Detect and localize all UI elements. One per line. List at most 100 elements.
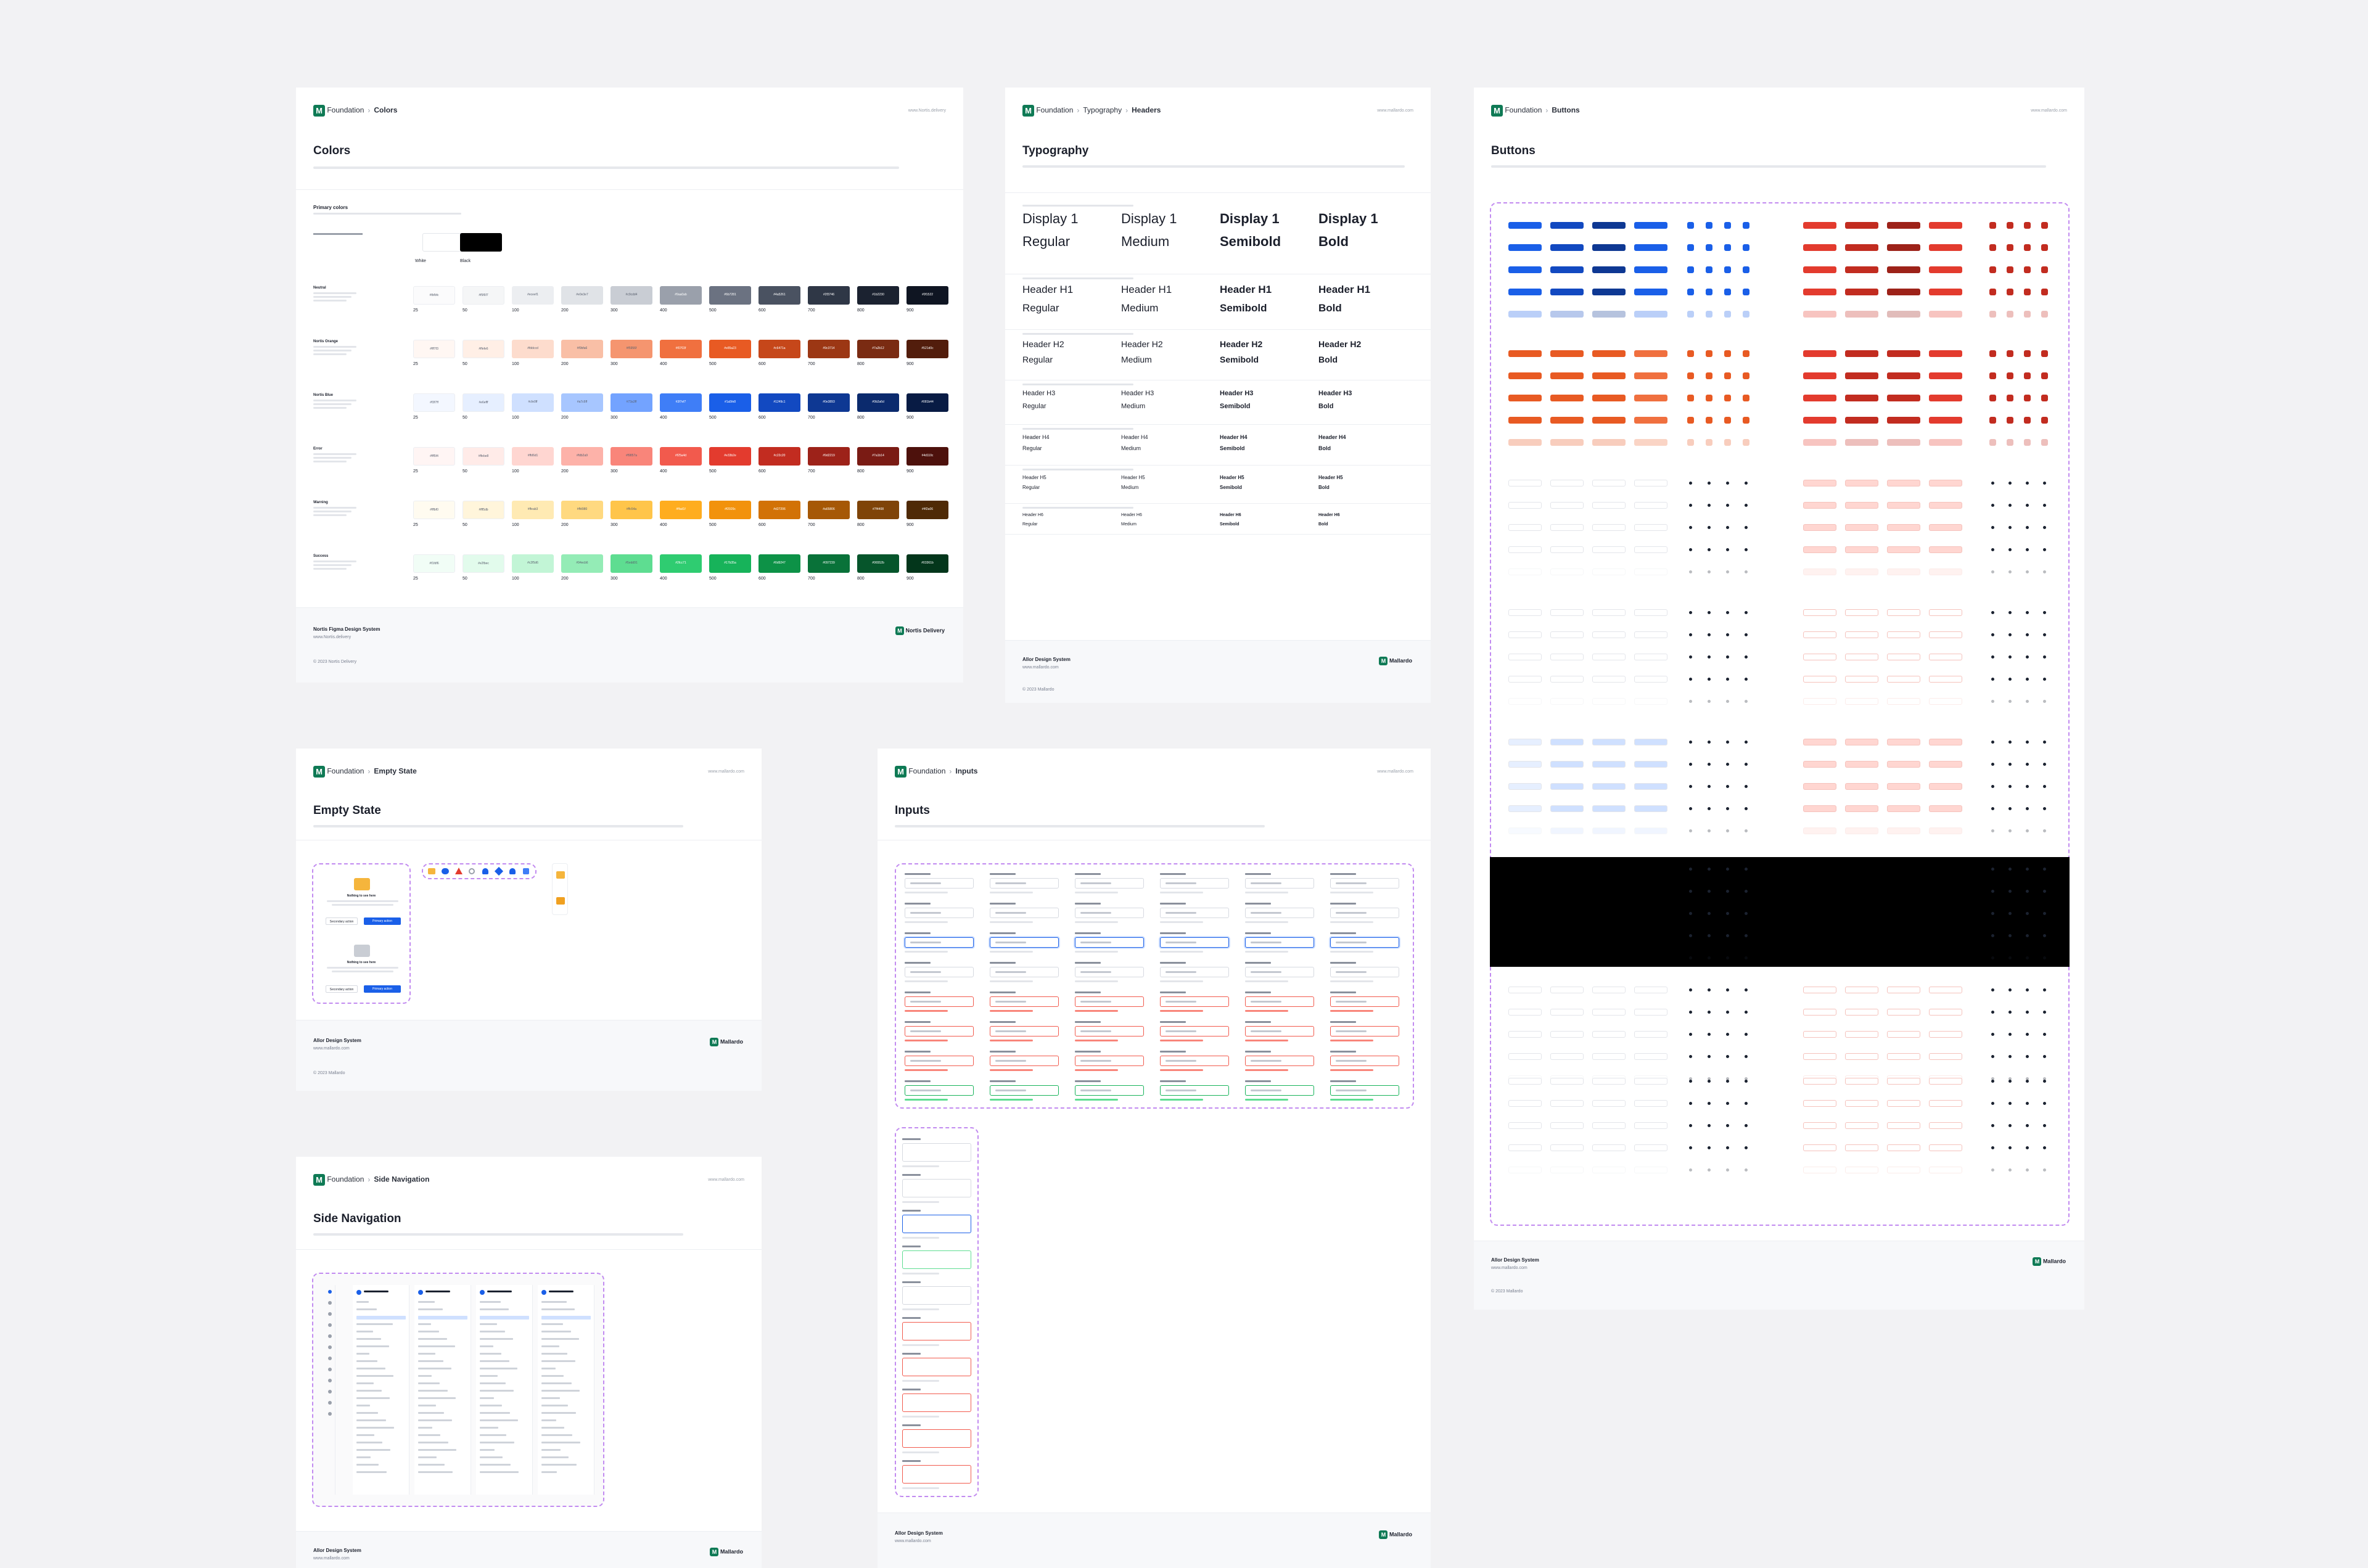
nav-item[interactable]: [480, 1301, 501, 1303]
danger-icon-button[interactable]: [1989, 569, 1996, 575]
danger-icon-button[interactable]: [2007, 866, 2013, 872]
color-swatch[interactable]: #f5f6f7: [462, 286, 504, 305]
danger-button-sample[interactable]: [1845, 1122, 1878, 1129]
danger-icon-button[interactable]: [2024, 244, 2031, 251]
textarea[interactable]: [902, 1215, 971, 1233]
danger-icon-button[interactable]: [2007, 654, 2013, 660]
button-sample[interactable]: [1634, 569, 1667, 575]
icon-button-sample[interactable]: [1687, 866, 1694, 872]
danger-icon-button[interactable]: [2007, 502, 2013, 509]
danger-icon-button[interactable]: [1989, 502, 1996, 509]
rail-icon[interactable]: [328, 1412, 332, 1416]
danger-button-sample[interactable]: [1803, 1009, 1836, 1016]
danger-icon-button[interactable]: [1989, 866, 1996, 872]
nav-item[interactable]: [480, 1427, 498, 1429]
icon-button-sample[interactable]: [1743, 395, 1749, 401]
text-input[interactable]: [905, 937, 974, 948]
nav-item[interactable]: [356, 1316, 406, 1320]
color-swatch[interactable]: #0e3893: [808, 393, 850, 412]
rail-icon[interactable]: [328, 1290, 332, 1294]
button-sample[interactable]: [1634, 311, 1667, 318]
color-swatch[interactable]: #4f2a06: [906, 501, 948, 519]
icon-button-sample[interactable]: [1706, 524, 1712, 531]
button-sample[interactable]: [1550, 698, 1584, 705]
button-sample[interactable]: [1550, 1031, 1584, 1038]
icon-button-sample[interactable]: [1687, 1053, 1694, 1060]
danger-icon-button[interactable]: [2007, 1053, 2013, 1060]
icon-button-sample[interactable]: [1687, 609, 1694, 616]
button-sample[interactable]: [1592, 569, 1626, 575]
button-sample[interactable]: [1592, 524, 1626, 531]
danger-button-sample[interactable]: [1929, 866, 1962, 872]
danger-button-sample[interactable]: [1887, 761, 1920, 768]
icon-button-sample[interactable]: [1687, 439, 1694, 446]
danger-icon-button[interactable]: [2024, 1144, 2031, 1151]
color-swatch[interactable]: #1a5fe8: [709, 393, 751, 412]
nav-item[interactable]: [480, 1308, 509, 1310]
button-sample[interactable]: [1634, 222, 1667, 229]
nav-item[interactable]: [480, 1449, 495, 1451]
icon-button-sample[interactable]: [1724, 805, 1731, 812]
danger-icon-button[interactable]: [2007, 395, 2013, 401]
nav-item[interactable]: [541, 1382, 572, 1384]
danger-icon-button[interactable]: [2007, 222, 2013, 229]
icon-button-sample[interactable]: [1743, 987, 1749, 993]
danger-icon-button[interactable]: [2007, 932, 2013, 939]
danger-button-sample[interactable]: [1845, 954, 1878, 961]
icon-button-sample[interactable]: [1743, 827, 1749, 834]
text-input[interactable]: [905, 878, 974, 889]
danger-button-sample[interactable]: [1887, 311, 1920, 318]
nav-item[interactable]: [541, 1434, 572, 1436]
icon-button-sample[interactable]: [1743, 372, 1749, 379]
text-input[interactable]: [1075, 1085, 1144, 1096]
button-sample[interactable]: [1592, 1100, 1626, 1107]
secondary-action-1[interactable]: Secondary action: [326, 917, 358, 925]
icon-button-sample[interactable]: [1724, 289, 1731, 295]
site-url[interactable]: www.mallardo.com: [1377, 109, 1413, 113]
danger-icon-button[interactable]: [2007, 1075, 2013, 1082]
nav-item[interactable]: [541, 1331, 571, 1332]
text-input[interactable]: [1245, 937, 1314, 948]
icon-button-sample[interactable]: [1724, 676, 1731, 683]
button-sample[interactable]: [1634, 866, 1667, 872]
icon-button-sample[interactable]: [1743, 569, 1749, 575]
button-sample[interactable]: [1634, 546, 1667, 553]
icon-button-sample[interactable]: [1706, 1009, 1712, 1016]
danger-button-sample[interactable]: [1887, 1122, 1920, 1129]
icon-button-sample[interactable]: [1724, 569, 1731, 575]
crumb-root[interactable]: Foundation: [1505, 105, 1542, 115]
danger-button-sample[interactable]: [1803, 546, 1836, 553]
danger-icon-button[interactable]: [1989, 1100, 1996, 1107]
nav-item[interactable]: [418, 1338, 447, 1340]
nav-item[interactable]: [480, 1405, 502, 1406]
danger-icon-button[interactable]: [2007, 1122, 2013, 1129]
nav-item[interactable]: [480, 1390, 514, 1392]
danger-icon-button[interactable]: [2007, 987, 2013, 993]
color-swatch[interactable]: #cfe0ff: [512, 393, 554, 412]
danger-button-sample[interactable]: [1803, 888, 1836, 895]
danger-icon-button[interactable]: [2024, 987, 2031, 993]
danger-button-sample[interactable]: [1929, 1144, 1962, 1151]
danger-button-sample[interactable]: [1803, 739, 1836, 745]
text-input[interactable]: [1245, 1026, 1314, 1036]
danger-icon-button[interactable]: [1989, 1122, 1996, 1129]
danger-icon-button[interactable]: [2024, 866, 2031, 872]
icon-button-sample[interactable]: [1743, 1009, 1749, 1016]
danger-icon-button[interactable]: [1989, 1053, 1996, 1060]
color-swatch[interactable]: #f0703f: [660, 340, 702, 358]
icon-button-sample[interactable]: [1706, 698, 1712, 705]
button-sample[interactable]: [1508, 1053, 1542, 1060]
danger-icon-button[interactable]: [2024, 266, 2031, 273]
button-sample[interactable]: [1508, 350, 1542, 357]
danger-button-sample[interactable]: [1845, 289, 1878, 295]
nav-item[interactable]: [356, 1308, 377, 1310]
danger-icon-button[interactable]: [1989, 244, 1996, 251]
text-input[interactable]: [1330, 996, 1399, 1007]
danger-icon-button[interactable]: [2024, 1078, 2031, 1085]
footer-sub[interactable]: www.mallardo.com: [1491, 1266, 1527, 1270]
nav-item[interactable]: [418, 1442, 448, 1443]
danger-icon-button[interactable]: [1989, 783, 1996, 790]
icon-button-sample[interactable]: [1724, 783, 1731, 790]
danger-icon-button[interactable]: [2041, 654, 2048, 660]
icon-button-sample[interactable]: [1706, 654, 1712, 660]
